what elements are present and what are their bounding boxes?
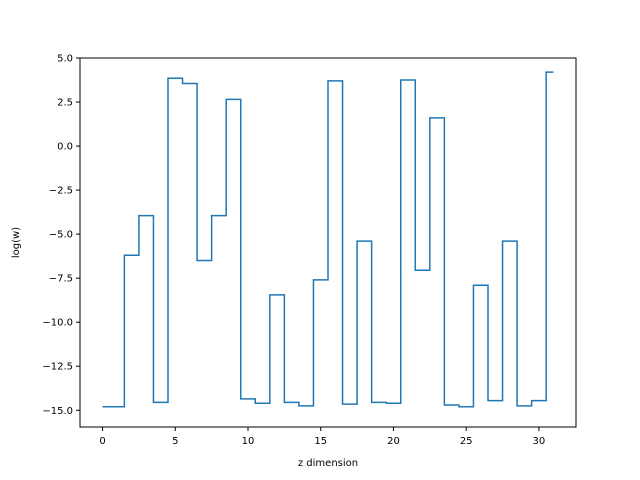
x-tick-label: 30: [533, 436, 546, 447]
y-tick-label: −5.0: [49, 230, 73, 241]
axes-frame: [79, 57, 577, 428]
y-axis: 5.0 2.5 0.0 −2.5 −5.0 −7.5 −10.0 −12.5 −15.0: [42, 54, 80, 417]
x-tick-label: 15: [314, 436, 327, 447]
y-tick-label: 5.0: [57, 54, 73, 65]
x-tick-label: 25: [460, 436, 473, 447]
x-axis: 0 5 10 15 20 25 30: [99, 427, 545, 447]
x-tick-label: 5: [172, 436, 178, 447]
x-axis-label: z dimension: [298, 458, 358, 469]
y-tick-label: −10.0: [42, 318, 73, 329]
series-layer: [102, 71, 554, 408]
y-tick-label: −15.0: [42, 406, 73, 417]
x-tick-label: 10: [242, 436, 255, 447]
y-axis-label: log(w): [11, 227, 22, 258]
y-tick-label: 0.0: [57, 142, 73, 153]
x-tick-label: 0: [99, 436, 105, 447]
y-tick-label: −12.5: [42, 362, 73, 373]
x-tick-label: 20: [387, 436, 400, 447]
series-line-0: [102, 71, 554, 408]
y-tick-label: 2.5: [57, 98, 73, 109]
y-tick-label: −2.5: [49, 186, 73, 197]
y-tick-label: −7.5: [49, 274, 73, 285]
